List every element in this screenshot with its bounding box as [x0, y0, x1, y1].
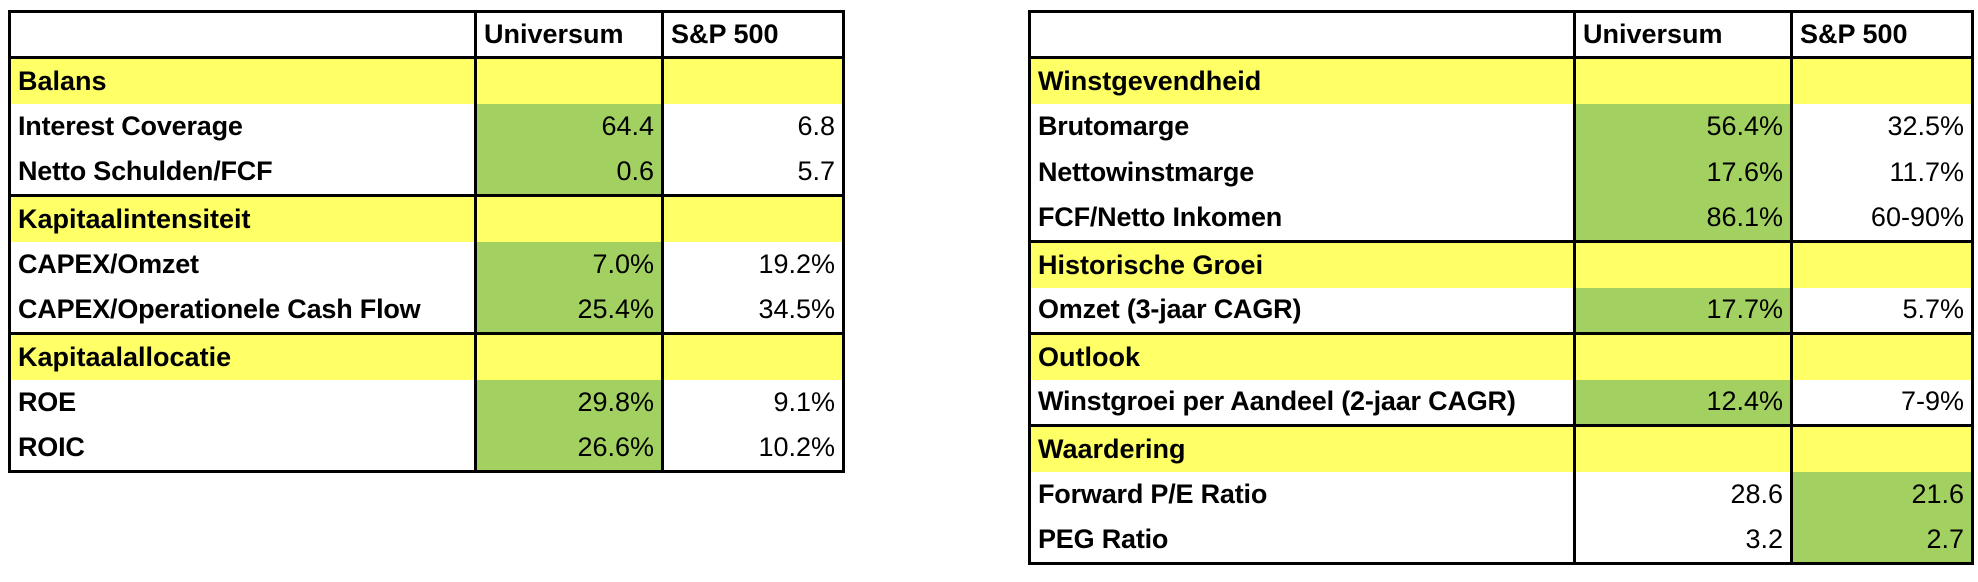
section-row-waardering: Waardering [1029, 424, 1973, 472]
sp500-value: 21.6 [1790, 471, 1973, 518]
sp500-value: 5.7% [1790, 287, 1973, 334]
section-blank-cell [1790, 332, 1973, 380]
table-row: Winstgroei per Aandeel (2-jaar CAGR) 12.… [1030, 379, 1973, 426]
section-blank-cell [1790, 57, 1973, 104]
sp500-value: 19.2% [661, 241, 844, 288]
table-row: ROIC 26.6% 10.2% [10, 425, 844, 472]
section-title: Winstgevendheid [1029, 57, 1575, 104]
section-row-kapitaalintensiteit: Kapitaalintensiteit [9, 194, 844, 242]
sp500-value: 5.7 [661, 149, 844, 196]
section-blank-cell [661, 332, 844, 380]
table-row: Nettowinstmarge 17.6% 11.7% [1030, 149, 1973, 196]
row-label: Winstgroei per Aandeel (2-jaar CAGR) [1038, 386, 1516, 417]
sp500-value: 34.5% [661, 287, 844, 334]
universum-value: 64.4 [474, 103, 663, 150]
section-blank-cell [661, 57, 844, 104]
table-row: Interest Coverage 64.4 6.8 [10, 103, 844, 150]
universum-value: 3.2 [1573, 517, 1792, 564]
universum-value: 29.8% [474, 379, 663, 426]
table-row: ROE 29.8% 9.1% [10, 379, 844, 426]
section-blank-cell [1573, 332, 1792, 380]
header-blank-cell [1029, 11, 1575, 59]
column-header-universum: Universum [1573, 11, 1792, 59]
section-row-balans: Balans [9, 57, 844, 104]
universum-value: 86.1% [1573, 195, 1792, 242]
sp500-value: 2.7 [1790, 517, 1973, 564]
row-label: CAPEX/Omzet [18, 249, 199, 279]
row-label: Netto Schulden/FCF [18, 156, 273, 187]
sp500-value: 60-90% [1790, 195, 1973, 242]
universum-value: 7.0% [474, 241, 663, 288]
table-row: Forward P/E Ratio 28.6 21.6 [1030, 471, 1973, 518]
section-title: Balans [9, 57, 476, 104]
section-title: Kapitaalallocatie [9, 332, 476, 380]
row-label: CAPEX/Operationele Cash Flow [18, 294, 421, 325]
section-title: Outlook [1029, 332, 1575, 380]
table-row: Netto Schulden/FCF 0.6 5.7 [10, 149, 844, 196]
column-header-universum: Universum [474, 11, 663, 59]
row-label: ROE [18, 387, 76, 417]
universum-value: 26.6% [474, 425, 663, 472]
section-row-historische-groei: Historische Groei [1029, 240, 1973, 288]
section-blank-cell [1573, 57, 1792, 104]
sp500-value: 7-9% [1790, 379, 1973, 426]
universum-value: 25.4% [474, 287, 663, 334]
section-blank-cell [1573, 424, 1792, 472]
section-blank-cell [474, 57, 663, 104]
sp500-value: 10.2% [661, 425, 844, 472]
row-label: ROIC [18, 432, 85, 463]
sp500-value: 11.7% [1790, 149, 1973, 196]
universum-value: 28.6 [1573, 471, 1792, 518]
sp500-value: 9.1% [661, 379, 844, 426]
universum-value: 17.6% [1573, 149, 1792, 196]
row-label: FCF/Netto Inkomen [1038, 202, 1283, 233]
header-blank-cell [9, 11, 476, 59]
row-label: Nettowinstmarge [1038, 157, 1255, 187]
row-label: Brutomarge [1038, 111, 1190, 141]
section-row-winstgevendheid: Winstgevendheid [1029, 57, 1973, 104]
section-row-outlook: Outlook [1029, 332, 1973, 380]
row-label: Interest Coverage [18, 111, 243, 141]
section-title: Historische Groei [1029, 240, 1575, 288]
table-row: Omzet (3-jaar CAGR) 17.7% 5.7% [1030, 287, 1973, 334]
table-row: Brutomarge 56.4% 32.5% [1030, 103, 1973, 150]
section-blank-cell [1790, 424, 1973, 472]
right-metrics-table: Universum S&P 500 Winstgevendheid Brutom… [1028, 10, 1974, 565]
section-blank-cell [1573, 240, 1792, 288]
table-row: CAPEX/Omzet 7.0% 19.2% [10, 241, 844, 288]
column-header-sp500: S&P 500 [661, 11, 844, 59]
left-metrics-table: Universum S&P 500 Balans Interest Covera… [8, 10, 845, 473]
universum-value: 0.6 [474, 149, 663, 196]
table-header-row: Universum S&P 500 [1029, 11, 1973, 59]
sp500-value: 32.5% [1790, 103, 1973, 150]
table-row: FCF/Netto Inkomen 86.1% 60-90% [1030, 195, 1973, 242]
section-title: Waardering [1029, 424, 1575, 472]
universum-value: 17.7% [1573, 287, 1792, 334]
section-blank-cell [474, 194, 663, 242]
section-blank-cell [1790, 240, 1973, 288]
row-label: Forward P/E Ratio [1038, 479, 1268, 509]
column-header-sp500: S&P 500 [1790, 11, 1973, 59]
section-blank-cell [474, 332, 663, 380]
universum-value: 56.4% [1573, 103, 1792, 150]
sp500-value: 6.8 [661, 103, 844, 150]
section-title: Kapitaalintensiteit [9, 194, 476, 242]
table-row: PEG Ratio 3.2 2.7 [1030, 517, 1973, 564]
universum-value: 12.4% [1573, 379, 1792, 426]
section-blank-cell [661, 194, 844, 242]
table-row: CAPEX/Operationele Cash Flow 25.4% 34.5% [10, 287, 844, 334]
row-label: Omzet (3-jaar CAGR) [1038, 294, 1302, 325]
table-header-row: Universum S&P 500 [9, 11, 844, 59]
section-row-kapitaalallocatie: Kapitaalallocatie [9, 332, 844, 380]
row-label: PEG Ratio [1038, 524, 1169, 555]
